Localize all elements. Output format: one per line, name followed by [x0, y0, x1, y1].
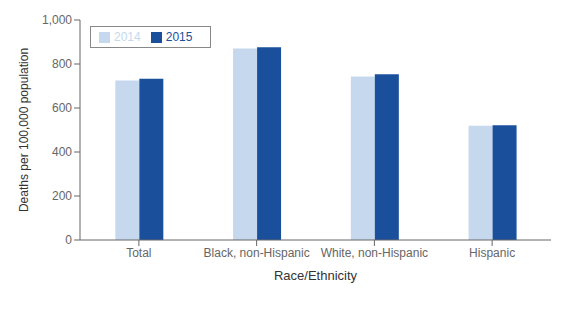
html-text:2015: 2015 [165, 30, 193, 44]
svg-text:Hispanic: Hispanic [469, 246, 515, 260]
svg-text:Total: Total [126, 246, 151, 260]
svg-text:White, non-Hispanic: White, non-Hispanic [321, 246, 428, 260]
html-text:2014: 2014 [114, 30, 141, 44]
svg-text:200: 200 [52, 189, 72, 203]
svg-text:600: 600 [52, 101, 72, 115]
svg-text:1,000: 1,000 [42, 13, 72, 27]
svg-text:Race/Ethnicity: Race/Ethnicity [274, 268, 358, 283]
svg-text:Black, non-Hispanic: Black, non-Hispanic [204, 246, 310, 260]
svg-text:0: 0 [65, 233, 72, 247]
svg-text:400: 400 [52, 145, 72, 159]
svg-text:Deaths per 100,000 population: Deaths per 100,000 population [17, 48, 31, 212]
svg-text:800: 800 [52, 57, 72, 71]
